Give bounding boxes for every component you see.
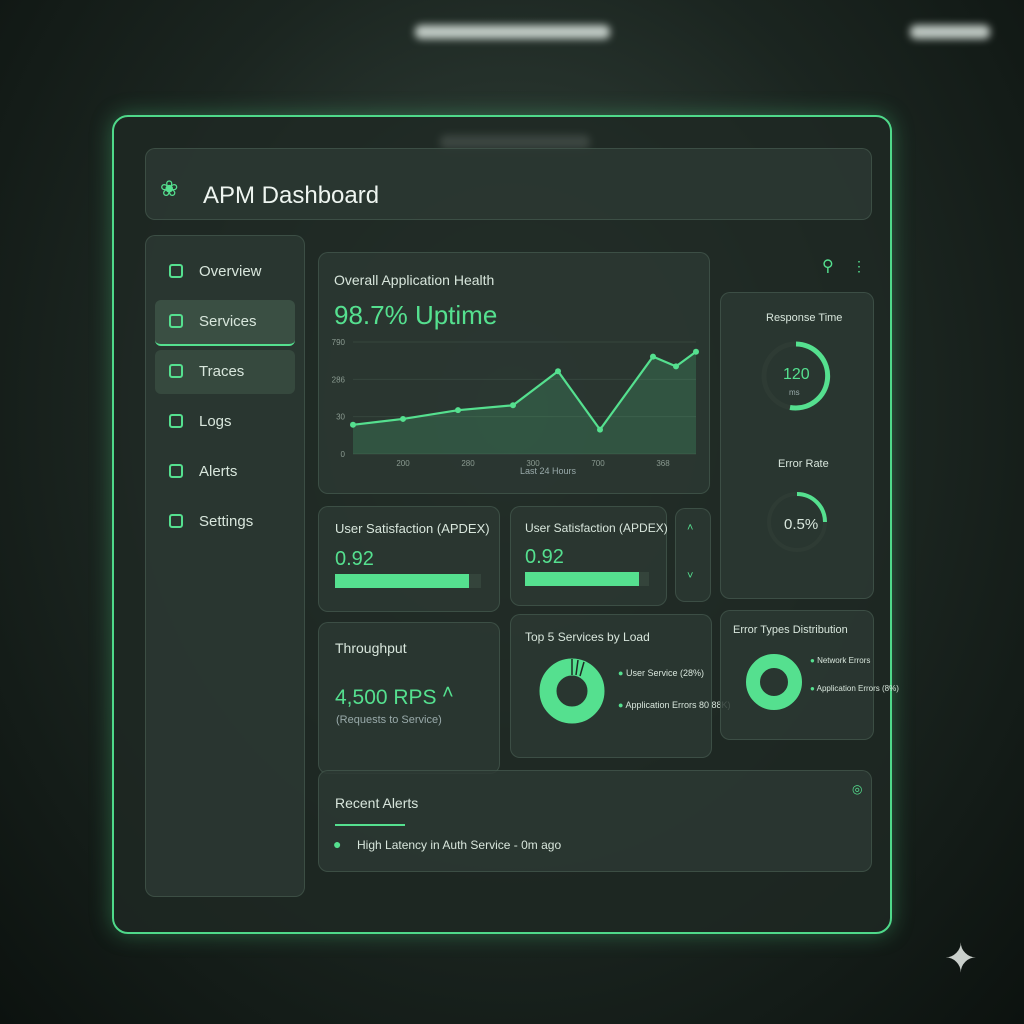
legend-label: Network Errors [817,656,871,665]
donut-divider [571,659,585,677]
throughput-value: 4,500 RPS [335,686,437,709]
title-underline [335,824,405,826]
x-axis-caption: Last 24 Hours [520,466,577,476]
point [693,348,699,355]
apdex-bar [335,574,470,588]
nav-label[interactable]: Alerts [199,463,238,480]
apdex-value: 0.92 [525,546,564,568]
ceiling-light [910,25,990,39]
nav-label[interactable]: Overview [199,263,262,280]
card-title: User Satisfaction (APDEX) [525,521,668,535]
nav-item[interactable]: Alerts [155,450,295,494]
app-title: APM Dashboard [203,182,380,209]
card-title: Throughput [335,640,407,656]
card-title: Recent Alerts [335,795,419,811]
alert-menu-icon[interactable]: ◎ [852,782,863,796]
x-tick-label: 280 [461,459,475,468]
nav-item[interactable]: Services [155,300,295,346]
gauge [767,492,827,552]
point [400,415,406,422]
point [455,407,461,414]
donut-ring [746,654,802,710]
trend-up: ˄ [442,682,454,704]
point [350,421,356,428]
search-icon[interactable]: ⚲ [822,258,834,275]
area [353,351,696,454]
alert-item[interactable]: High Latency in Auth Service - 0m ago [357,838,562,852]
y-tick-label: 790 [332,338,346,347]
legend-entry: ● Application Errors 80 88K) [618,700,731,710]
gauge-value: 120 [783,366,810,383]
gauge-unit: ms [789,388,800,397]
point [555,368,561,375]
x-tick-label: 700 [591,459,605,468]
gauge [761,341,831,411]
legend-entry: ● User Service (28%) [618,668,704,678]
watermark-star: ✦ [944,937,978,981]
gauge-arc [789,341,831,411]
legend-entry: ● Network Errors [810,656,871,665]
apdex-value: 0.92 [335,548,374,570]
y-tick-label: 0 [341,450,346,459]
logo: ❀ [160,176,179,201]
apdex-bar [525,572,640,586]
card-title: Top 5 Services by Load [525,630,650,644]
nav-label[interactable]: Traces [199,363,245,380]
gauge-arc [796,492,827,523]
card-title: User Satisfaction (APDEX) [335,521,490,536]
nav-item[interactable]: Settings [155,500,295,544]
arrow-down[interactable]: ˅ [687,570,694,582]
throughput-note: (Requests to Service) [336,714,442,726]
x-tick-label: 300 [526,459,540,468]
donut [539,658,605,724]
legend-label: User Service (28%) [625,668,704,678]
x-tick-label: 368 [656,459,670,468]
nav-label[interactable]: Settings [199,513,254,530]
card-title: Error Rate [778,458,829,470]
donut [746,654,802,710]
apdex-card [510,506,667,606]
legend-entry: ● Application Errors (8%) [810,684,899,693]
legend-label: Application Errors 80 88K) [625,700,731,710]
health-card [318,252,710,494]
uptime: 98.7% Uptime [334,300,498,330]
nav-item[interactable]: Traces [155,350,295,394]
apdex-track [525,572,649,586]
arrow-up[interactable]: ˄ [687,522,694,534]
y-tick-label: 30 [336,413,345,422]
throughput-card [318,622,500,774]
x-tick-label: 200 [396,459,410,468]
alert-icon: ● [333,836,342,852]
point [673,363,679,370]
nav-label[interactable]: Services [199,313,257,330]
nav-item[interactable]: Overview [155,250,295,294]
legend-label: Application Errors (8%) [816,684,899,693]
point [510,402,516,409]
apdex-card [318,506,500,612]
gauge-value: 0.5% [784,516,819,533]
point [650,353,656,360]
card-title: Response Time [766,312,843,324]
alerts-card [318,770,872,872]
y-tick-label: 286 [332,375,346,384]
card-title: Overall Application Health [334,272,495,288]
point [597,426,603,433]
nav-item[interactable]: Logs [155,400,295,444]
apdex-track [335,574,481,588]
scroll-control[interactable] [675,508,711,602]
ceiling-light [415,25,610,39]
menu-icon[interactable]: ⋮ [852,258,866,274]
header-bar [145,148,872,220]
card-title: Error Types Distribution [733,624,848,636]
nav-label[interactable]: Logs [199,413,232,430]
